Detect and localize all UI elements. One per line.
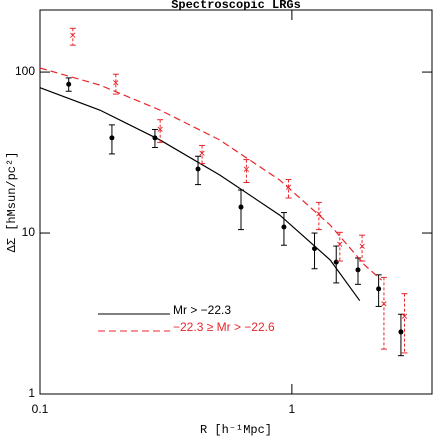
y-axis-label: ΔΣ [hMsun/pc²] bbox=[5, 152, 19, 253]
point: ✕ bbox=[243, 164, 251, 174]
y-tick-label: 10 bbox=[22, 225, 36, 239]
point bbox=[376, 286, 382, 292]
plot-frame bbox=[39, 9, 433, 395]
x-axis-label: R [h⁻¹Mpc] bbox=[200, 423, 272, 437]
point: ✕ bbox=[285, 183, 293, 193]
point: ✕ bbox=[358, 241, 366, 251]
x-tick-label: 1 bbox=[289, 402, 296, 416]
point: ✕ bbox=[69, 31, 77, 41]
point: ✕ bbox=[315, 209, 323, 219]
y-tick-label: 1 bbox=[28, 386, 35, 400]
model-line bbox=[39, 87, 361, 302]
point: ✕ bbox=[198, 148, 206, 158]
point bbox=[312, 246, 318, 252]
y-tick-label: 100 bbox=[15, 64, 35, 78]
chart-title: Spectroscopic LRGs bbox=[171, 0, 301, 12]
point bbox=[281, 224, 287, 230]
model-line bbox=[39, 67, 382, 281]
point bbox=[109, 135, 115, 141]
point: ✕ bbox=[401, 312, 409, 322]
x-tick-label: 0.1 bbox=[32, 402, 49, 416]
legend-label: Mr > −22.3 bbox=[173, 303, 231, 317]
point: ✕ bbox=[380, 299, 388, 309]
point: ✕ bbox=[336, 240, 344, 250]
point: ✕ bbox=[112, 78, 120, 88]
point bbox=[152, 135, 158, 141]
point: ✕ bbox=[156, 124, 164, 134]
point bbox=[66, 81, 72, 87]
point bbox=[333, 259, 339, 265]
point bbox=[238, 204, 244, 210]
point bbox=[195, 166, 201, 172]
point bbox=[398, 329, 404, 335]
point bbox=[355, 267, 361, 273]
legend-label: −22.3 ≥ Mr > −22.6 bbox=[173, 320, 275, 334]
